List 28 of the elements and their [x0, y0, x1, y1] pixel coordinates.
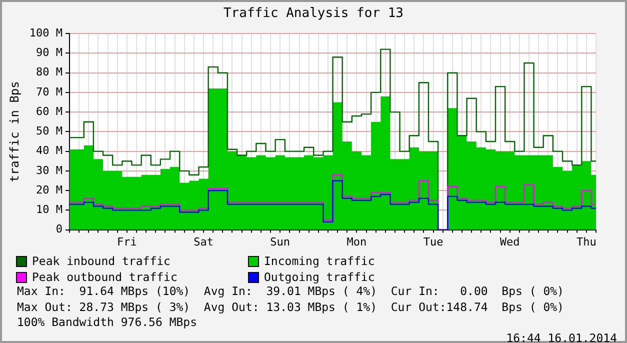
x-tick-label: Sat	[194, 235, 214, 248]
x-tick-label: Fri	[117, 235, 137, 248]
y-tick-label: 90 M	[36, 46, 63, 60]
text: 16:44 16.01.2014	[505, 330, 617, 343]
x-tick-label: Mon	[346, 235, 367, 248]
y-tick-label: 10 M	[36, 203, 63, 216]
text: Max Out: 28.73 MBps ( 3%) Avg Out: 13.03 MBps ( 1%) Cur Out:148.74 Bps ( 0%)	[17, 300, 565, 315]
y-tick-label: 20 M	[36, 183, 63, 196]
chart-title: Traffic Analysis for 13	[222, 6, 404, 21]
legend-label: Outgoing traffic	[263, 270, 376, 284]
x-tick-label: Wed	[500, 235, 520, 248]
x-tick-label: Tue	[423, 235, 444, 248]
y-tick-label: 0	[56, 222, 63, 236]
x-tick-label: Sun	[270, 235, 290, 248]
y-tick-label: 40 M	[36, 144, 63, 158]
text: 100% Bandwidth 976.56 MBps	[17, 315, 198, 330]
x-tick-label: Thu	[576, 235, 596, 248]
text: Max In: 91.64 MBps (10%) Avg In: 39.01 MBps ( 4%) Cur In: 0.00 Bps ( 0%)	[17, 284, 565, 300]
y-tick-label: 70 M	[36, 85, 63, 98]
y-axis-title: traffic in Bps	[7, 81, 22, 182]
legend-label: Peak inbound traffic	[31, 254, 172, 268]
y-tick-label: 50 M	[36, 124, 63, 138]
legend-label: Incoming traffic	[263, 254, 376, 268]
y-tick-label: 80 M	[36, 66, 63, 79]
y-tick-label: 100 M	[29, 26, 63, 40]
legend-label: Peak outbound traffic	[31, 270, 178, 284]
y-tick-label: 60 M	[36, 104, 63, 118]
y-tick-label: 30 M	[36, 164, 63, 177]
